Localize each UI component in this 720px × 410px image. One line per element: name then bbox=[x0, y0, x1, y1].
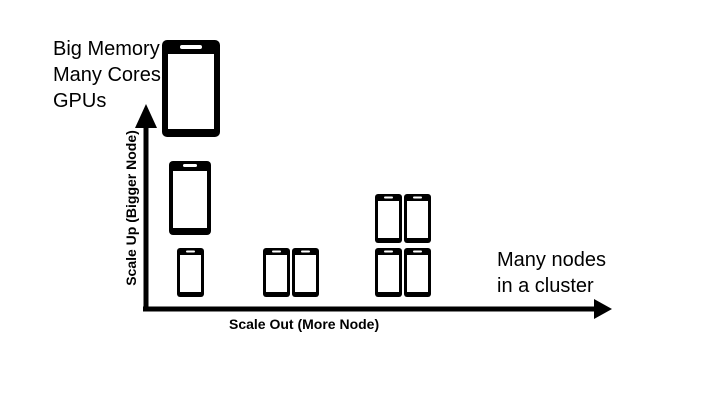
small-node-icon bbox=[177, 248, 204, 297]
medium-node-icon bbox=[169, 161, 211, 235]
label-big-memory: Big Memory bbox=[53, 38, 160, 60]
small-node-icon bbox=[263, 248, 290, 297]
label-many-nodes: Many nodes bbox=[497, 249, 606, 271]
small-node-icon bbox=[375, 194, 402, 243]
y-axis-arrowhead-icon bbox=[135, 104, 157, 128]
label-gpus: GPUs bbox=[53, 90, 107, 112]
small-node-icon bbox=[292, 248, 319, 297]
y-axis-title: Scale Up (Bigger Node) bbox=[123, 130, 139, 286]
small-node-icon bbox=[404, 248, 431, 297]
label-many-cores: Many Cores bbox=[53, 64, 161, 86]
small-node-icon bbox=[375, 248, 402, 297]
large-node-icon bbox=[162, 40, 220, 137]
x-axis-title: Scale Out (More Node) bbox=[229, 316, 380, 332]
small-node-icon bbox=[404, 194, 431, 243]
label-in-a-cluster: in a cluster bbox=[497, 275, 594, 297]
x-axis-arrowhead-icon bbox=[594, 299, 612, 319]
